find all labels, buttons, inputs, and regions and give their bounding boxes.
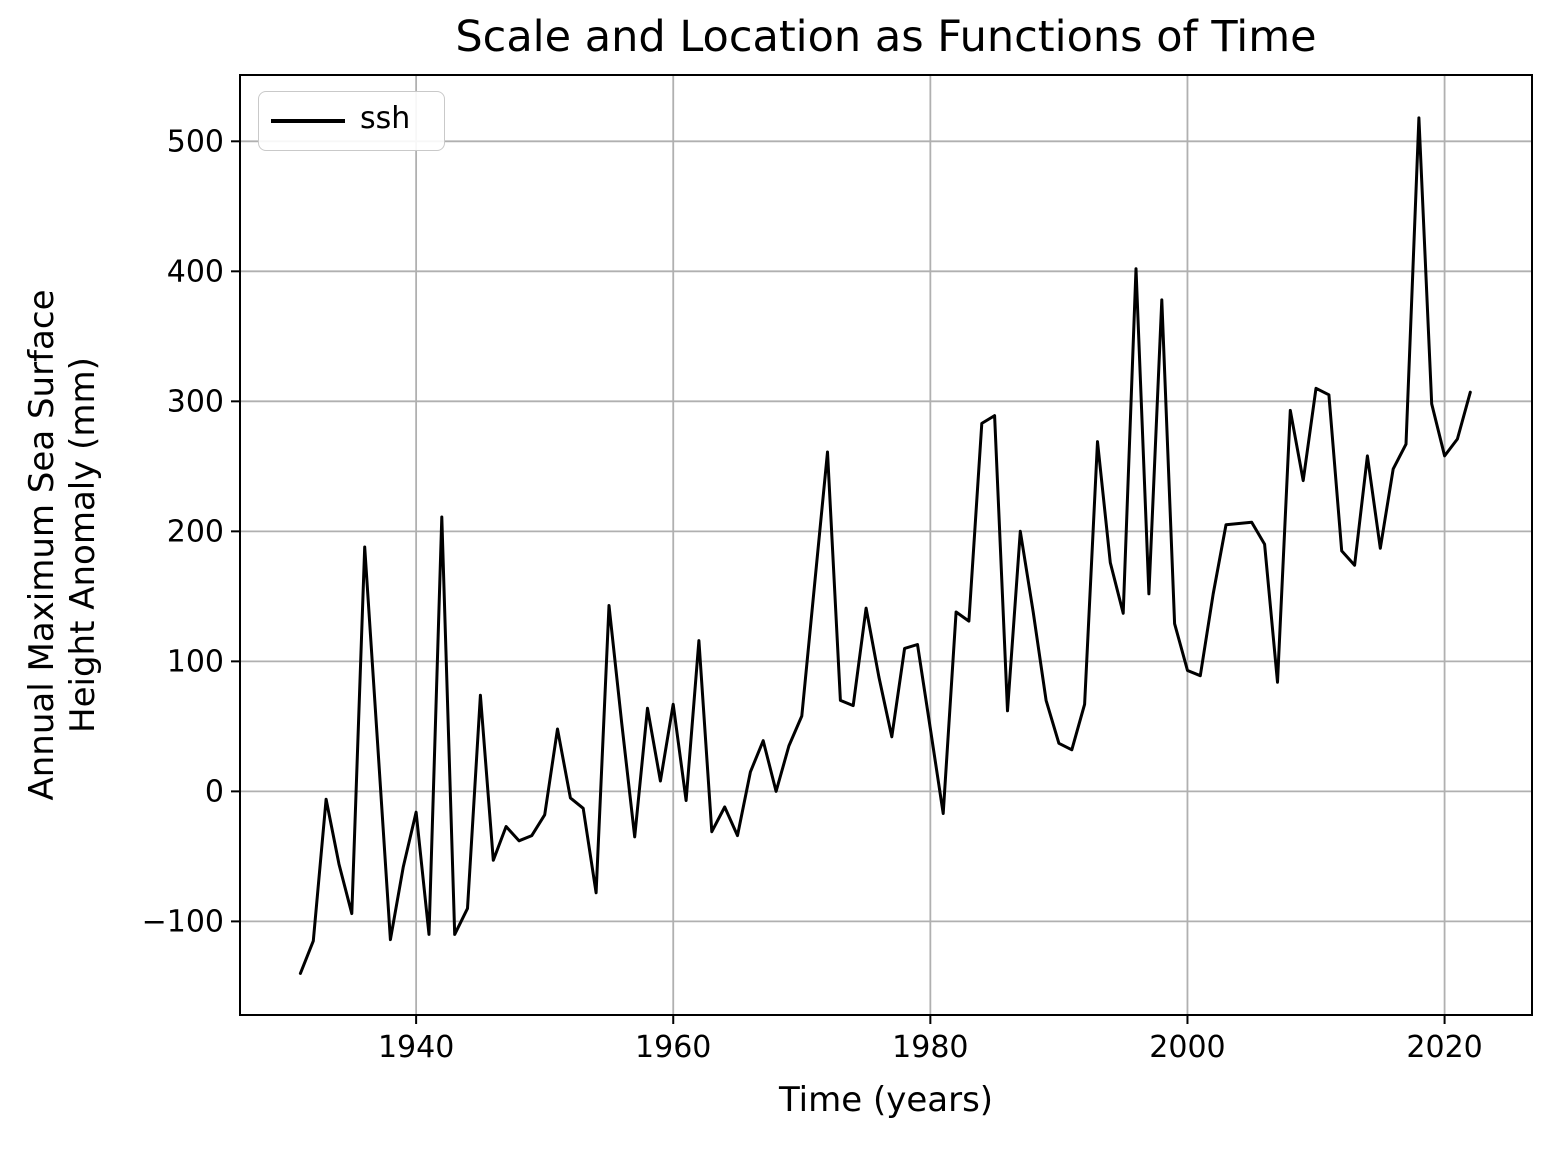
x-tick-label: 2020 <box>1406 1030 1482 1065</box>
y-tick-label: 300 <box>167 384 224 419</box>
y-tick-label: −100 <box>142 904 224 939</box>
x-tick-label: 1940 <box>378 1030 454 1065</box>
legend-label-ssh: ssh <box>360 101 411 136</box>
x-tick-label: 1960 <box>635 1030 711 1065</box>
chart-title: Scale and Location as Functions of Time <box>455 12 1317 62</box>
y-tick-label: 500 <box>167 124 224 159</box>
y-tick-label: 200 <box>167 514 224 549</box>
x-tick-label: 2000 <box>1149 1030 1225 1065</box>
x-tick-label: 1980 <box>892 1030 968 1065</box>
gridlines <box>240 75 1532 1015</box>
x-axis-label: Time (years) <box>778 1080 994 1120</box>
y-tick-label: 400 <box>167 254 224 289</box>
y-tick-label: 0 <box>205 774 224 809</box>
legend-line-sample <box>271 119 345 123</box>
x-tick-labels: 1940 1960 1980 2000 2020 <box>378 1030 1483 1065</box>
axes-spines <box>239 74 1533 1016</box>
y-ticks <box>231 140 240 923</box>
legend: ssh <box>258 91 445 151</box>
x-ticks <box>415 1015 1446 1024</box>
y-tick-label: 100 <box>167 644 224 679</box>
y-tick-labels: −100 0 100 200 300 400 500 <box>142 124 224 939</box>
ssh-series-line <box>298 116 1472 975</box>
